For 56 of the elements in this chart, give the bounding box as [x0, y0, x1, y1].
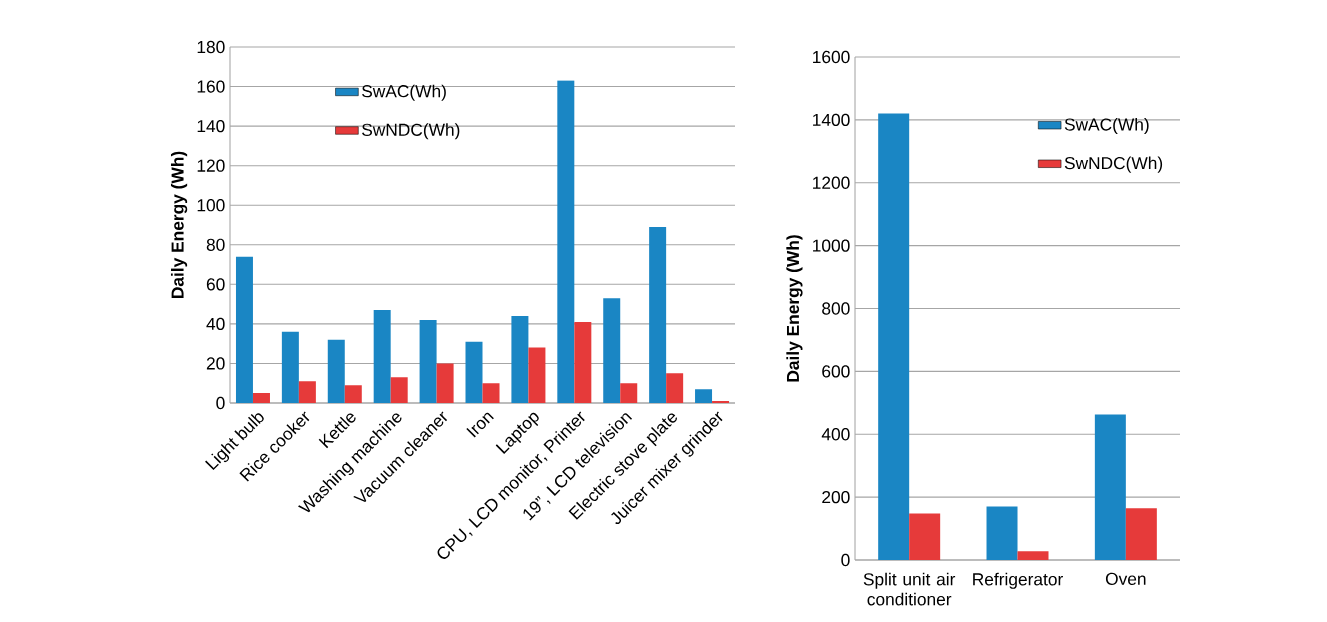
bar [436, 363, 454, 403]
bar [557, 80, 575, 403]
bar [344, 385, 362, 403]
bar [603, 298, 621, 403]
bar [252, 393, 270, 403]
bar [1125, 508, 1157, 560]
y-tick-label: 120 [197, 159, 225, 172]
y-tick-label: 20 [206, 357, 225, 370]
bar [235, 256, 253, 403]
legend-label: SwAC(Wh) [362, 84, 446, 101]
y-tick-label: 200 [822, 490, 850, 504]
legend-label: SwNDC(Wh) [362, 123, 460, 140]
y-tick-label: 160 [197, 80, 225, 93]
y-tick-label: 1400 [813, 113, 850, 127]
bar [511, 315, 529, 403]
legend-label: SwAC(Wh) [1064, 117, 1149, 135]
bar [298, 381, 316, 403]
bar [620, 383, 638, 403]
y-tick-label: 1600 [813, 50, 850, 64]
bar [390, 377, 408, 403]
bar [574, 321, 592, 403]
y-tick-label: 0 [841, 553, 850, 567]
y-tick-label: 140 [197, 119, 225, 133]
y-tick-label: 60 [206, 278, 225, 291]
y-tick-label: 40 [206, 317, 225, 331]
y-axis-title: Daily Energy (Wh) [786, 235, 803, 382]
y-tick-label: 80 [206, 238, 225, 251]
bar [419, 319, 437, 403]
y-axis-title: Daily Energy (Wh) [170, 151, 188, 299]
y-tick-label: 600 [822, 365, 850, 378]
bar [649, 226, 667, 403]
bar [482, 383, 500, 403]
y-tick-label: 100 [197, 199, 225, 212]
y-tick-label: 0 [216, 396, 225, 410]
bar [695, 389, 713, 403]
y-tick-label: 400 [821, 428, 850, 441]
x-tick-label: Iron [466, 412, 494, 438]
bar [281, 331, 299, 403]
y-tick-label: 1200 [813, 176, 850, 189]
bar [666, 373, 684, 403]
bar [528, 347, 546, 403]
bar [909, 513, 941, 560]
bar [373, 310, 391, 403]
legend-label: SwNDC(Wh) [1064, 156, 1163, 173]
x-tick-label: Refrigerator [973, 572, 1063, 589]
bar [1094, 414, 1126, 560]
y-tick-label: 1000 [813, 239, 850, 252]
y-tick-label: 180 [197, 40, 225, 54]
bar [327, 339, 345, 403]
x-tick-label: Oven [1105, 572, 1146, 585]
bar [1017, 551, 1049, 560]
y-tick-label: 800 [822, 302, 850, 315]
bar [878, 113, 910, 560]
bar [465, 341, 483, 403]
x-tick-label: Split unit air conditioner [863, 572, 956, 606]
bar [986, 506, 1018, 560]
